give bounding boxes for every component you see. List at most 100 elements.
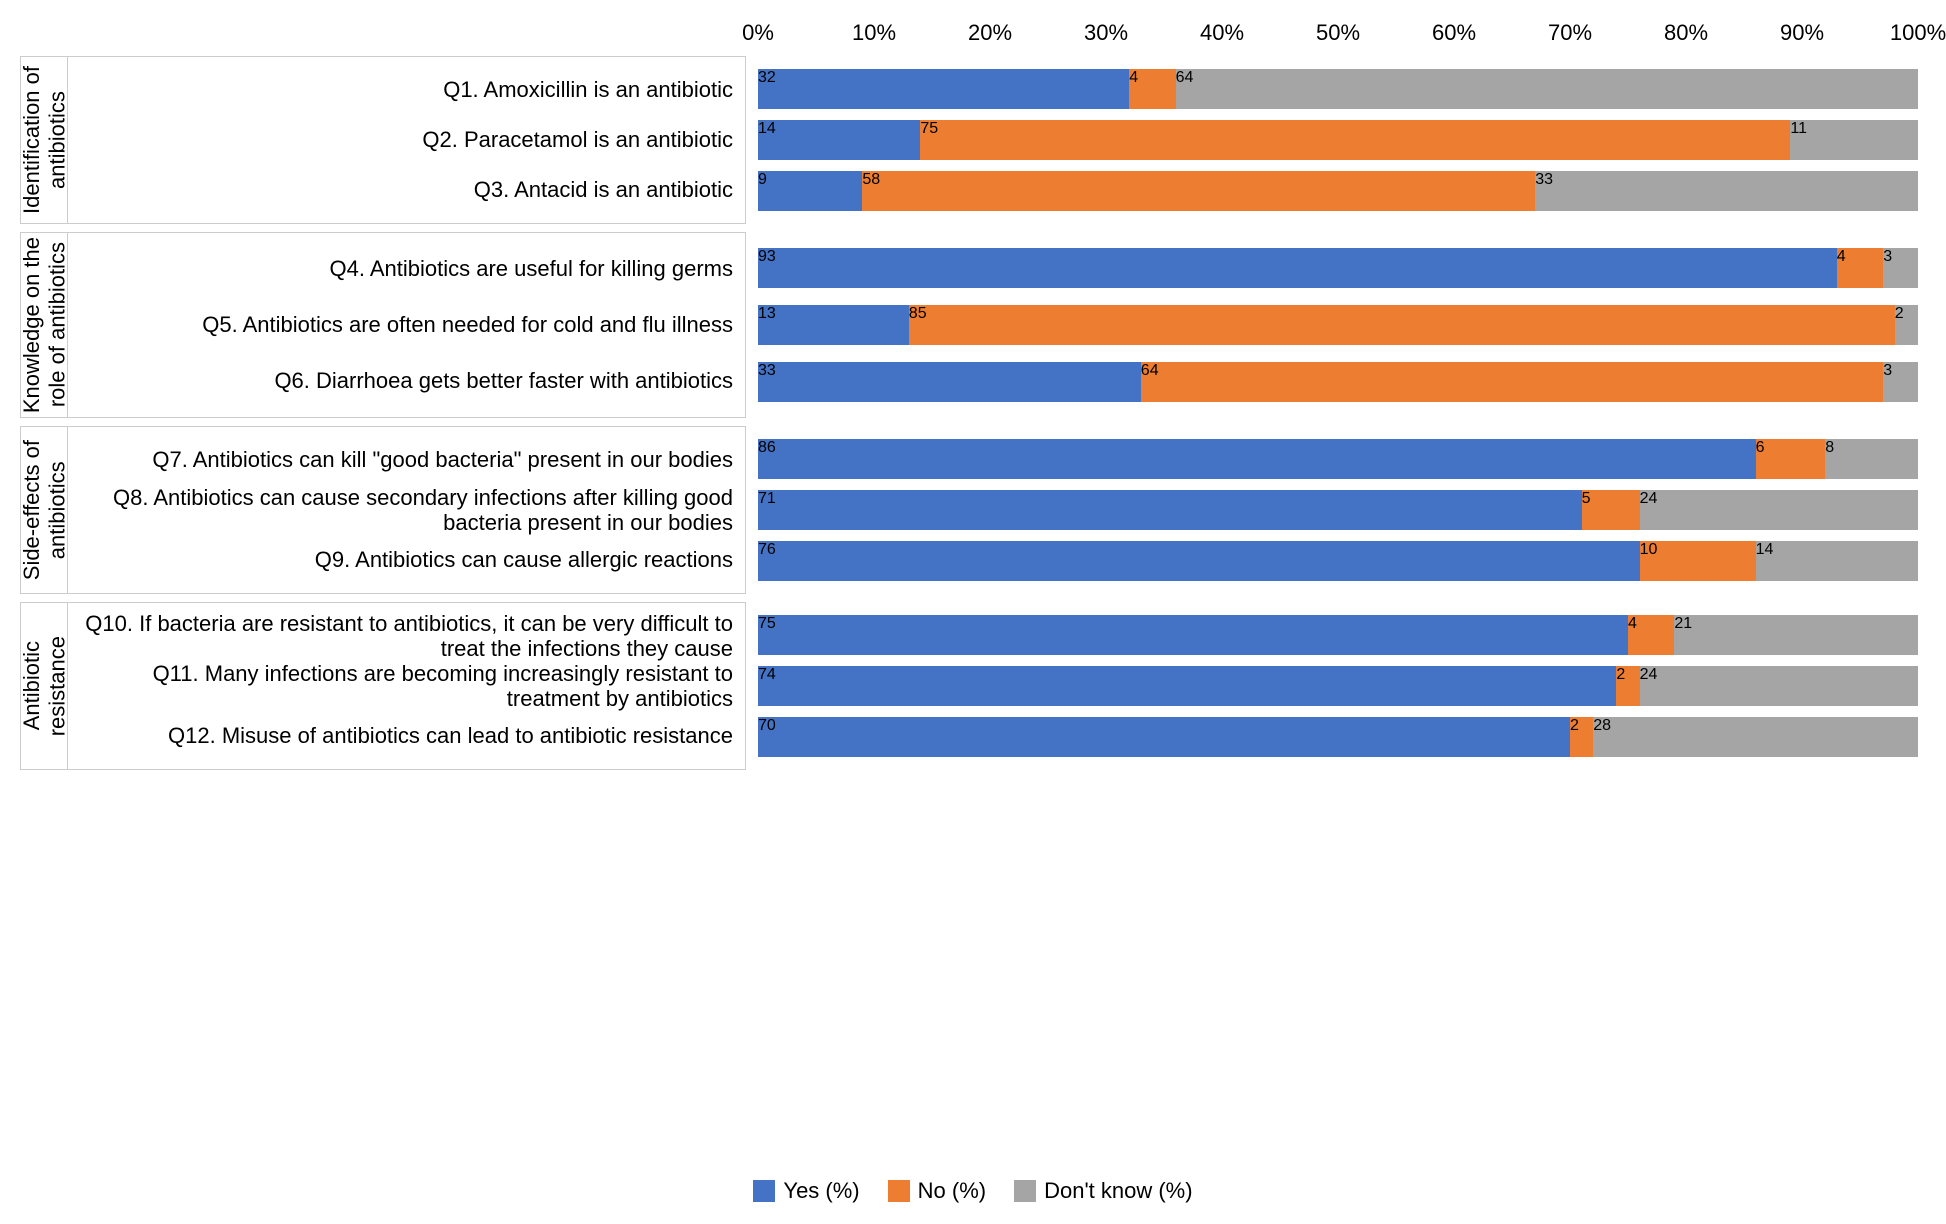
- bar-row: 761014: [758, 536, 1926, 586]
- bar-row: 74224: [758, 661, 1926, 711]
- bar-segment-dk: 24: [1640, 490, 1918, 530]
- survey-stacked-bar-chart: 0%10%20%30%40%50%60%70%80%90%100% Identi…: [20, 20, 1926, 1204]
- legend-label: Don't know (%): [1044, 1178, 1192, 1204]
- x-axis-tick-label: 60%: [1432, 20, 1476, 46]
- stacked-bar: 75421: [758, 615, 1918, 655]
- x-axis-tick-label: 50%: [1316, 20, 1360, 46]
- chart-body: Identification of antibioticsQ1. Amoxici…: [20, 56, 1926, 778]
- legend-item-yes: Yes (%): [753, 1178, 859, 1204]
- question-labels-column: Q1. Amoxicillin is an antibioticQ2. Para…: [68, 56, 746, 224]
- legend-item-dk: Don't know (%): [1014, 1178, 1192, 1204]
- question-labels-column: Q10. If bacteria are resistant to antibi…: [68, 602, 746, 770]
- bar-row: 13852: [758, 300, 1926, 350]
- stacked-bar: 9343: [758, 248, 1918, 288]
- x-axis-tick-label: 30%: [1084, 20, 1128, 46]
- stacked-bar: 74224: [758, 666, 1918, 706]
- stacked-bar: 32464: [758, 69, 1918, 109]
- stacked-bar: 13852: [758, 305, 1918, 345]
- bar-segment-dk: 14: [1756, 541, 1918, 581]
- bar-segment-no: 4: [1628, 615, 1674, 655]
- group-label-cell: Antibiotic resistance: [20, 602, 68, 770]
- question-labels-column: Q7. Antibiotics can kill "good bacteria"…: [68, 426, 746, 594]
- question-label: Q3. Antacid is an antibiotic: [72, 165, 733, 215]
- bar-segment-dk: 11: [1790, 120, 1918, 160]
- bar-segment-yes: 71: [758, 490, 1582, 530]
- x-axis-tick-label: 90%: [1780, 20, 1824, 46]
- bar-segment-yes: 32: [758, 69, 1129, 109]
- bar-row: 71524: [758, 485, 1926, 535]
- bar-row: 75421: [758, 610, 1926, 660]
- bar-segment-no: 4: [1129, 69, 1175, 109]
- question-labels-column: Q4. Antibiotics are useful for killing g…: [68, 232, 746, 418]
- stacked-bar: 147511: [758, 120, 1918, 160]
- bar-segment-no: 6: [1756, 439, 1826, 479]
- stacked-bar: 71524: [758, 490, 1918, 530]
- stacked-bar: 33643: [758, 362, 1918, 402]
- bar-segment-yes: 14: [758, 120, 920, 160]
- question-label: Q9. Antibiotics can cause allergic react…: [72, 535, 733, 585]
- legend-item-no: No (%): [888, 1178, 986, 1204]
- bar-row: 147511: [758, 115, 1926, 165]
- question-group: Side-effects of antibioticsQ7. Antibioti…: [20, 426, 1926, 594]
- bar-segment-yes: 93: [758, 248, 1837, 288]
- question-label: Q11. Many infections are becoming increa…: [72, 661, 733, 711]
- bar-segment-yes: 13: [758, 305, 909, 345]
- bar-row: 9343: [758, 243, 1926, 293]
- bar-segment-yes: 70: [758, 717, 1570, 757]
- question-label: Q4. Antibiotics are useful for killing g…: [72, 244, 733, 294]
- x-axis-tick-label: 0%: [742, 20, 774, 46]
- question-label: Q5. Antibiotics are often needed for col…: [72, 300, 733, 350]
- stacked-bar: 761014: [758, 541, 1918, 581]
- bar-segment-yes: 76: [758, 541, 1640, 581]
- bar-row: 32464: [758, 64, 1926, 114]
- question-label: Q12. Misuse of antibiotics can lead to a…: [72, 711, 733, 761]
- group-label: Knowledge on the role of antibiotics: [19, 237, 70, 413]
- bars-column: 93431385233643: [746, 232, 1926, 418]
- question-label: Q2. Paracetamol is an antibiotic: [72, 115, 733, 165]
- bar-segment-yes: 75: [758, 615, 1628, 655]
- bar-segment-no: 75: [920, 120, 1790, 160]
- bars-column: 754217422470228: [746, 602, 1926, 770]
- x-axis-tick-label: 40%: [1200, 20, 1244, 46]
- legend-label: No (%): [918, 1178, 986, 1204]
- x-axis-tick-label: 70%: [1548, 20, 1592, 46]
- question-label: Q7. Antibiotics can kill "good bacteria"…: [72, 435, 733, 485]
- bar-segment-yes: 33: [758, 362, 1141, 402]
- bar-row: 8668: [758, 434, 1926, 484]
- bar-segment-dk: 3: [1883, 248, 1918, 288]
- bar-segment-dk: 28: [1593, 717, 1918, 757]
- bars-column: 32464 147511 95833: [746, 56, 1926, 224]
- bar-segment-no: 10: [1640, 541, 1756, 581]
- bar-segment-no: 64: [1141, 362, 1883, 402]
- group-label-cell: Knowledge on the role of antibiotics: [20, 232, 68, 418]
- legend-swatch: [753, 1180, 775, 1202]
- question-label: Q6. Diarrhoea gets better faster with an…: [72, 356, 733, 406]
- group-label: Identification of antibiotics: [19, 66, 70, 214]
- bar-segment-yes: 74: [758, 666, 1616, 706]
- bar-segment-no: 5: [1582, 490, 1640, 530]
- bar-segment-no: 4: [1837, 248, 1883, 288]
- bar-segment-yes: 86: [758, 439, 1756, 479]
- group-label-cell: Identification of antibiotics: [20, 56, 68, 224]
- bar-segment-dk: 33: [1535, 171, 1918, 211]
- bar-row: 70228: [758, 712, 1926, 762]
- stacked-bar: 8668: [758, 439, 1918, 479]
- bar-row: 95833: [758, 166, 1926, 216]
- bar-segment-dk: 8: [1825, 439, 1918, 479]
- bar-segment-dk: 2: [1895, 305, 1918, 345]
- question-label: Q10. If bacteria are resistant to antibi…: [72, 611, 733, 661]
- group-label: Side-effects of antibiotics: [19, 440, 70, 580]
- group-label: Antibiotic resistance: [19, 636, 70, 736]
- stacked-bar: 95833: [758, 171, 1918, 211]
- legend: Yes (%) No (%) Don't know (%): [20, 1178, 1926, 1204]
- question-group: Antibiotic resistanceQ10. If bacteria ar…: [20, 602, 1926, 770]
- bar-segment-dk: 21: [1674, 615, 1918, 655]
- legend-swatch: [888, 1180, 910, 1202]
- question-group: Knowledge on the role of antibioticsQ4. …: [20, 232, 1926, 418]
- bar-segment-no: 2: [1570, 717, 1593, 757]
- question-group: Identification of antibioticsQ1. Amoxici…: [20, 56, 1926, 224]
- bar-segment-dk: 24: [1640, 666, 1918, 706]
- x-axis-tick-label: 20%: [968, 20, 1012, 46]
- bar-segment-no: 58: [862, 171, 1535, 211]
- legend-label: Yes (%): [783, 1178, 859, 1204]
